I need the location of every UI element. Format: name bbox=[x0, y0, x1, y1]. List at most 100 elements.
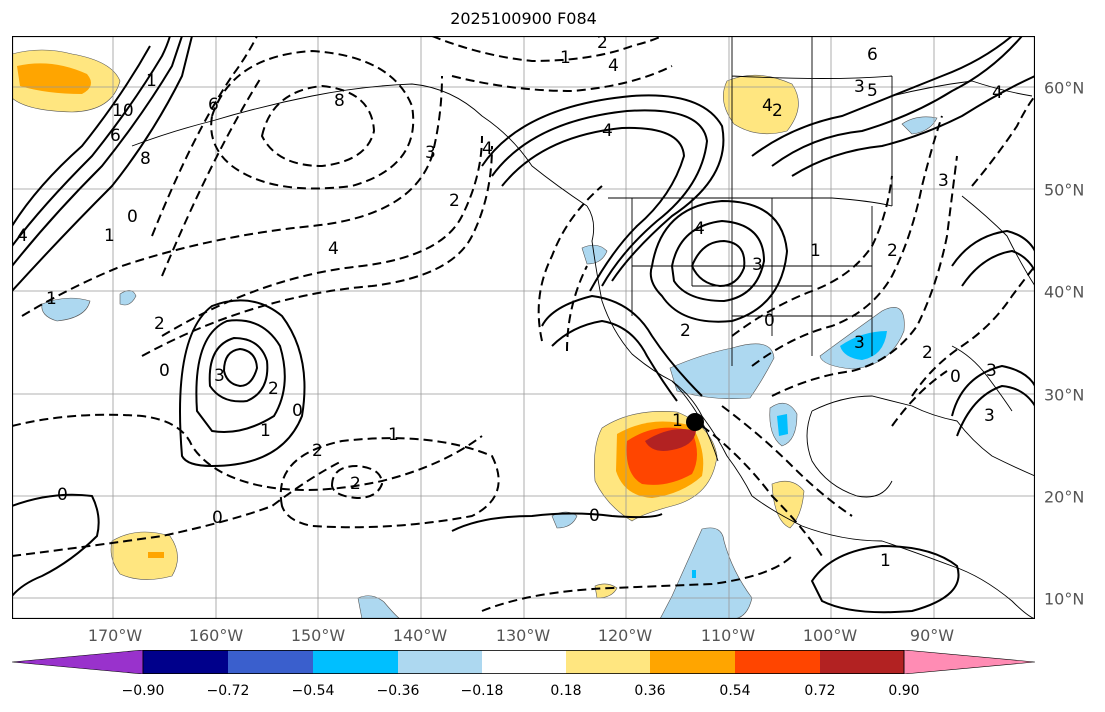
contour-pacific-trough-3 bbox=[21, 75, 443, 317]
negative-anomaly-equatorial-core bbox=[692, 570, 696, 578]
contour-south-low bbox=[810, 544, 960, 614]
contour-label: 1 bbox=[672, 411, 683, 431]
colorbar-tick-label: −0.18 bbox=[460, 683, 504, 699]
contour-label: 0 bbox=[159, 361, 170, 381]
positive-anomaly-canada bbox=[722, 74, 799, 135]
contour-pacific-south-3 bbox=[330, 464, 384, 500]
contour-label: 1 bbox=[388, 425, 399, 445]
contour-label: 2 bbox=[154, 314, 165, 334]
colorbar-underflow-triangle bbox=[12, 650, 144, 674]
contour-east-dash bbox=[891, 265, 1035, 427]
contour-gulf-alaska-low-2 bbox=[260, 84, 376, 168]
contour-label: 1 bbox=[260, 421, 271, 441]
colorbar-bin bbox=[398, 650, 482, 674]
contour-southwest bbox=[541, 294, 703, 397]
contour-label: 8 bbox=[334, 91, 345, 111]
shaded-fields bbox=[12, 49, 938, 619]
colorbar bbox=[12, 650, 1035, 674]
contour-east-dash-2 bbox=[971, 95, 1035, 187]
contour-bottom-left bbox=[12, 493, 100, 597]
lat-label-30n: 30°N bbox=[1044, 385, 1085, 405]
negative-anomaly-gulf-core bbox=[777, 414, 788, 436]
lat-label-40n: 40°N bbox=[1044, 282, 1085, 302]
contour-west-high-3 bbox=[690, 239, 746, 288]
lon-label-140w: 140°W bbox=[392, 626, 448, 645]
contour-plains-2 bbox=[771, 155, 958, 397]
contour-label: 2 bbox=[922, 343, 933, 363]
colorbar-bin bbox=[143, 650, 228, 674]
contour-label: 6 bbox=[867, 45, 878, 65]
colorbar-tick-label: 0.36 bbox=[634, 683, 666, 699]
mexico-gulf bbox=[806, 410, 893, 498]
lon-label-150w: 150°W bbox=[290, 626, 346, 645]
contour-plains-1 bbox=[751, 115, 943, 367]
positive-anomaly-pacific-south bbox=[110, 531, 178, 580]
state-lines bbox=[631, 198, 873, 366]
contour-label: 6 bbox=[110, 126, 121, 146]
contour-label: 1 bbox=[880, 551, 891, 571]
contour-label: 2 bbox=[268, 379, 279, 399]
contour-north-dash bbox=[431, 36, 673, 93]
contour-label: 3 bbox=[984, 406, 995, 426]
colorbar-tick-label: −0.72 bbox=[206, 683, 250, 699]
contour-label: 2 bbox=[350, 474, 361, 494]
contour-label: 0 bbox=[764, 311, 775, 331]
lon-label-170w: 170°W bbox=[87, 626, 143, 645]
contour-pacific-south-2 bbox=[279, 437, 500, 529]
positive-anomaly-baja-peak bbox=[645, 428, 696, 451]
contour-label: 3 bbox=[752, 255, 763, 275]
coastlines bbox=[131, 36, 1035, 619]
contour-pacific-high-1 bbox=[179, 299, 306, 468]
contour-gulf-trough bbox=[701, 405, 853, 557]
negative-anomaly-small-3 bbox=[357, 595, 401, 619]
contour-label: 8 bbox=[140, 149, 151, 169]
colorbar-tick-label: 0.18 bbox=[550, 683, 582, 699]
contour-west-high-2 bbox=[670, 219, 766, 303]
contour-pacific-trough-2 bbox=[141, 145, 493, 357]
colorbar-tick-label: 0.90 bbox=[888, 683, 920, 699]
contour-label: 4 bbox=[694, 219, 705, 239]
contour-plains-3 bbox=[731, 175, 893, 337]
contours-solid bbox=[12, 36, 1035, 614]
contour-label: 4 bbox=[608, 56, 619, 76]
contour-label: 4 bbox=[328, 239, 339, 259]
contour-alaska-ridge-2 bbox=[491, 109, 709, 287]
contour-labels: 2 1 8 10 6 1 6 8 3 2 4 0 1 1 4 0 2 3 4 6… bbox=[17, 36, 1003, 571]
contour-label: 5 bbox=[867, 81, 878, 101]
colorbar-bin bbox=[735, 650, 820, 674]
colorbar-tick-label: −0.90 bbox=[121, 683, 165, 699]
contour-equatorial-0 bbox=[12, 460, 343, 557]
contour-pacific-high-2 bbox=[195, 319, 286, 433]
contour-label: 3 bbox=[425, 143, 436, 163]
contour-label: 3 bbox=[986, 361, 997, 381]
negative-anomaly-pacific-north bbox=[41, 297, 91, 322]
contour-west-edge bbox=[12, 36, 193, 292]
negative-anomaly-small-1 bbox=[119, 290, 137, 306]
contour-label: 0 bbox=[950, 367, 961, 387]
positive-anomaly-mexico bbox=[771, 480, 805, 529]
colorbar-border bbox=[142, 650, 905, 674]
contour-label: 4 bbox=[17, 226, 28, 246]
contour-pacific-high-4 bbox=[222, 347, 259, 388]
contour-bottom-0 bbox=[481, 555, 793, 612]
negative-anomaly-california bbox=[581, 244, 608, 265]
contour-label: 0 bbox=[57, 485, 68, 505]
contour-label: 3 bbox=[214, 366, 225, 386]
map-panel: 2 1 8 10 6 1 6 8 3 2 4 0 1 1 4 0 2 3 4 6… bbox=[12, 36, 1035, 619]
negative-anomaly-equatorial bbox=[659, 527, 753, 619]
east-coast bbox=[951, 195, 1035, 412]
contour-west-coast-0 bbox=[537, 185, 603, 352]
colorbar-tick-label: 0.72 bbox=[804, 683, 836, 699]
contour-southwest-2 bbox=[551, 319, 678, 402]
lat-label-20n: 20°N bbox=[1044, 487, 1085, 507]
colorbar-bin bbox=[482, 650, 566, 674]
contour-label: 1 bbox=[104, 226, 115, 246]
negative-anomaly-small-2 bbox=[551, 511, 578, 529]
contour-west-edge-2 bbox=[12, 36, 171, 247]
contour-label: 4 bbox=[482, 139, 493, 159]
contour-label: 2 bbox=[449, 191, 460, 211]
contour-label: 0 bbox=[212, 508, 223, 528]
contour-west-high-1 bbox=[649, 199, 789, 323]
contour-hudson bbox=[751, 36, 1023, 167]
positive-anomaly-small bbox=[594, 583, 618, 599]
